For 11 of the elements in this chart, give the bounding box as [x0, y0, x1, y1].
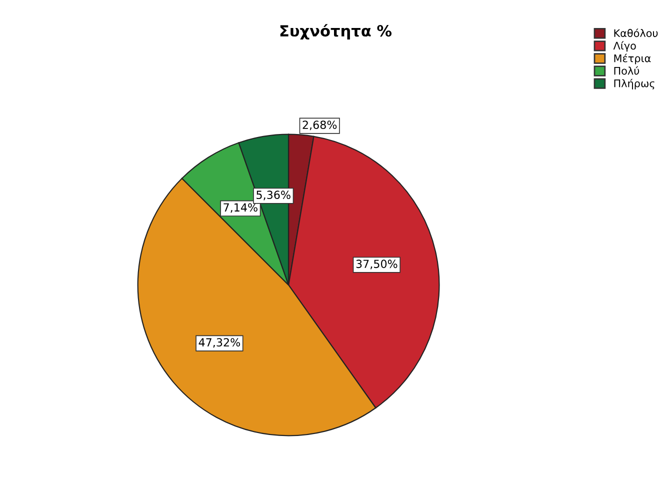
- data-label: 47,32%: [198, 338, 240, 348]
- legend-label: Πολύ: [614, 66, 640, 75]
- legend-label: Καθόλου: [614, 28, 658, 38]
- chart-title: Συχνότητα %: [280, 24, 392, 40]
- legend-label: Πλήρως: [614, 78, 654, 90]
- data-label: 5,36%: [256, 190, 290, 200]
- legend-label: Μέτρια: [614, 54, 651, 64]
- data-label: 37,50%: [356, 260, 398, 270]
- data-label: 7,14%: [224, 203, 258, 213]
- legend-label: Λίγο: [613, 41, 636, 52]
- data-label: 2,68%: [302, 120, 337, 130]
